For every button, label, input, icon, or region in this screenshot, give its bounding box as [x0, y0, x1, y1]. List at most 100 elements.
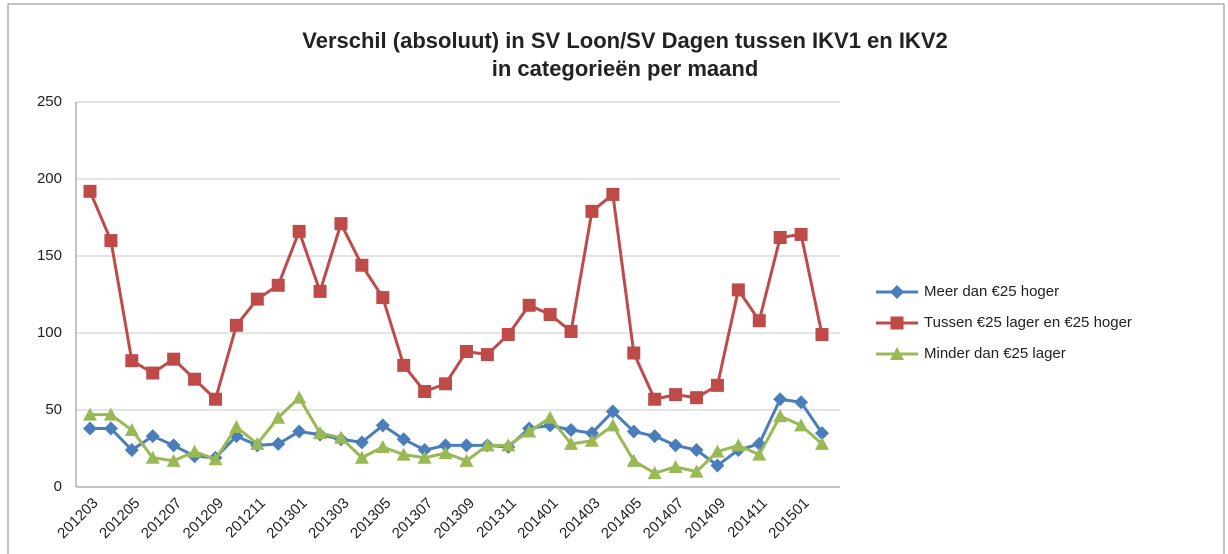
point [355, 258, 369, 272]
point [417, 450, 432, 464]
point [543, 308, 557, 322]
point [668, 459, 683, 473]
point [376, 291, 390, 305]
point [522, 424, 537, 438]
y-tick-label: 200 [37, 170, 62, 187]
point [83, 184, 97, 198]
point [167, 352, 181, 366]
point [333, 430, 348, 444]
point [794, 227, 808, 241]
point [564, 324, 578, 338]
point [375, 418, 390, 433]
point [606, 187, 620, 201]
point [815, 436, 829, 450]
point [585, 204, 599, 218]
legend-marker [890, 316, 904, 330]
point [229, 419, 244, 433]
point [668, 438, 683, 453]
point [522, 298, 536, 312]
point [710, 378, 724, 392]
point [417, 443, 432, 458]
legend-marker [890, 347, 904, 360]
point [125, 354, 139, 368]
point [648, 392, 662, 406]
point [208, 392, 222, 406]
point [564, 436, 579, 450]
point [480, 348, 494, 362]
point [208, 452, 223, 466]
legend-label: Minder dan €25 lager [924, 345, 1066, 362]
series-line [90, 395, 823, 475]
point [439, 377, 453, 391]
point [166, 438, 181, 453]
point [396, 432, 411, 447]
point [354, 435, 369, 450]
point [292, 424, 307, 439]
y-tick-label: 150 [37, 247, 62, 264]
point [731, 438, 746, 452]
point [124, 443, 139, 458]
point [773, 392, 788, 407]
point [438, 446, 453, 460]
point [375, 439, 390, 453]
point [103, 421, 118, 436]
legend-label: Tussen €25 lager en €25 hoger [924, 314, 1132, 331]
point [459, 344, 473, 358]
chart-frame [7, 3, 1225, 554]
point [794, 395, 809, 410]
point [689, 464, 704, 478]
point [250, 292, 264, 306]
point [187, 444, 202, 458]
point [794, 418, 809, 432]
point [145, 450, 160, 464]
point [313, 426, 328, 440]
point [752, 447, 767, 461]
point [815, 328, 829, 342]
point [292, 390, 307, 404]
point [773, 231, 787, 245]
point [250, 436, 265, 450]
point [124, 423, 139, 437]
point [815, 426, 829, 441]
point [647, 429, 662, 444]
chart-title: Verschil (absoluut) in SV Loon/SV Dagen … [302, 28, 947, 53]
point [271, 410, 286, 424]
point [313, 284, 327, 298]
y-tick-label: 50 [45, 401, 62, 418]
point [104, 234, 118, 248]
point [731, 283, 745, 297]
point [396, 447, 411, 461]
point [501, 328, 515, 342]
y-tick-label: 100 [37, 324, 62, 341]
point [83, 407, 97, 421]
point [145, 429, 160, 444]
point [584, 433, 599, 447]
point [689, 443, 704, 458]
point [626, 453, 641, 467]
point [501, 438, 516, 452]
point [354, 450, 369, 464]
point [292, 224, 306, 238]
point [480, 438, 495, 452]
point [229, 318, 243, 332]
legend-marker [890, 285, 904, 299]
point [605, 418, 620, 432]
point [438, 438, 453, 453]
point [627, 346, 641, 360]
point [543, 410, 558, 424]
point [459, 438, 474, 453]
point [626, 424, 641, 439]
y-tick-label: 250 [37, 93, 62, 110]
point [103, 407, 118, 421]
point [418, 385, 432, 399]
legend-label: Meer dan €25 hoger [924, 283, 1059, 300]
point [669, 388, 683, 402]
point [188, 372, 202, 386]
y-tick-label: 0 [54, 478, 62, 495]
point [710, 458, 725, 473]
point [271, 278, 285, 292]
point [166, 453, 181, 467]
point [690, 391, 704, 405]
point [83, 421, 97, 436]
